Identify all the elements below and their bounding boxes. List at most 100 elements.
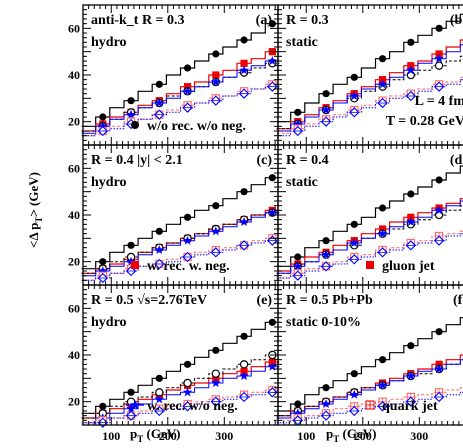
data-point <box>155 227 163 235</box>
data-point <box>405 90 417 102</box>
data-point <box>154 245 165 254</box>
data-point <box>99 258 107 266</box>
data-point <box>240 332 248 340</box>
data-point <box>349 91 360 100</box>
legend-marker <box>131 261 139 269</box>
data-point <box>182 86 193 96</box>
data-point <box>210 247 222 258</box>
y-tick-label: 60 <box>68 161 80 175</box>
panel-letter: (e) <box>256 293 272 308</box>
data-point <box>293 408 303 418</box>
data-point <box>268 318 276 326</box>
data-point <box>322 384 330 392</box>
data-point <box>407 342 415 350</box>
data-point <box>434 53 444 63</box>
panel-a: 20 40 60 (a) anti-k_t R = 0.3 hydro w/o rec. w… <box>68 4 280 146</box>
panel-annotation: R = 0.4 |y| < 2.1 <box>91 153 183 168</box>
data-point <box>127 241 135 249</box>
panel-annotation: hydro <box>91 175 127 190</box>
legend-label: w/o rec. w/o neg. <box>147 119 246 134</box>
data-point <box>127 388 135 396</box>
series-star <box>81 56 280 134</box>
data-point <box>126 403 136 413</box>
data-point <box>239 217 249 226</box>
data-point <box>350 220 358 228</box>
panel-f: 100 200 300 (f) R = 0.5 Pb+Pb static 0-10% qua… <box>276 284 463 443</box>
data-point <box>405 240 417 251</box>
data-point <box>378 55 387 63</box>
data-point <box>434 61 444 70</box>
data-point <box>320 116 332 127</box>
data-point <box>212 346 220 354</box>
legend-marker <box>131 121 139 129</box>
panel-annotation: R = 0.5 √s=2.76TeV <box>91 293 207 308</box>
series-step-line <box>81 177 280 270</box>
panel-annotation: T = 0.28 GeV <box>386 114 463 129</box>
x-axis-title-right-main: p <box>326 426 333 441</box>
panel-a-series <box>81 20 280 137</box>
data-point <box>435 24 443 32</box>
data-point <box>405 396 417 407</box>
data-point <box>433 235 445 246</box>
series-step-line <box>276 233 463 279</box>
data-point <box>99 402 107 410</box>
data-point <box>377 228 388 238</box>
y-tick-label: 40 <box>68 348 80 362</box>
series-filled-circle <box>81 174 280 270</box>
panel-a-ticks <box>83 5 278 145</box>
panel-c-series <box>81 174 280 284</box>
data-point <box>433 81 445 92</box>
data-point <box>239 65 249 75</box>
y-tick-label: 20 <box>68 255 80 269</box>
data-point <box>433 391 445 403</box>
data-point <box>154 394 165 404</box>
data-point <box>377 79 388 89</box>
panel-e-series <box>81 318 280 428</box>
data-point <box>294 400 302 408</box>
panel-b-ticks <box>278 5 460 145</box>
data-point <box>435 328 443 336</box>
series-filled-circle <box>81 20 280 127</box>
data-point <box>349 389 360 399</box>
data-point <box>320 410 332 421</box>
panel-d: (d) R = 0.4 static gluon jet <box>276 144 463 286</box>
legend-marker <box>366 261 374 269</box>
panel-b-series <box>276 13 463 137</box>
data-point <box>155 374 163 382</box>
data-point <box>211 77 221 86</box>
data-point <box>322 237 330 245</box>
data-point <box>211 369 221 378</box>
data-point <box>97 125 108 137</box>
data-point <box>182 401 193 412</box>
legend-label: quark jet <box>382 399 438 414</box>
legend-marker <box>365 400 375 410</box>
panel-annotation: hydro <box>91 35 127 50</box>
series-star <box>276 199 463 274</box>
legend-marker <box>129 399 141 410</box>
data-point <box>294 253 302 261</box>
panel-letter: (f) <box>453 293 463 308</box>
data-point <box>99 113 107 121</box>
x-tick-label: 200 <box>354 429 372 443</box>
data-point <box>182 387 193 397</box>
data-point <box>125 265 137 277</box>
data-point <box>240 59 248 67</box>
series-star <box>276 358 463 419</box>
panel-f-series <box>276 317 463 426</box>
data-point <box>182 251 193 263</box>
data-point <box>349 405 360 417</box>
data-point <box>210 396 222 407</box>
x-axis-title-left: pT (GeV) <box>130 426 180 444</box>
x-axis-title-left-suffix: (GeV) <box>143 426 180 441</box>
series-open-diamond <box>276 78 463 137</box>
panel-b: (b) R = 0.3 static L = 4 fm T = 0.28 GeV <box>276 4 463 146</box>
legend-entry: w. rec. w/o neg. <box>126 399 238 414</box>
data-point <box>377 401 388 412</box>
y-axis-title-suffix: > (GeV) <box>26 172 41 217</box>
legend-entry: w. rec. w. neg. <box>131 259 230 274</box>
data-point <box>98 121 108 131</box>
data-point <box>98 266 108 275</box>
data-point <box>182 235 193 245</box>
legend-entry: quark jet <box>365 399 438 414</box>
y-tick-label: 60 <box>68 301 80 315</box>
